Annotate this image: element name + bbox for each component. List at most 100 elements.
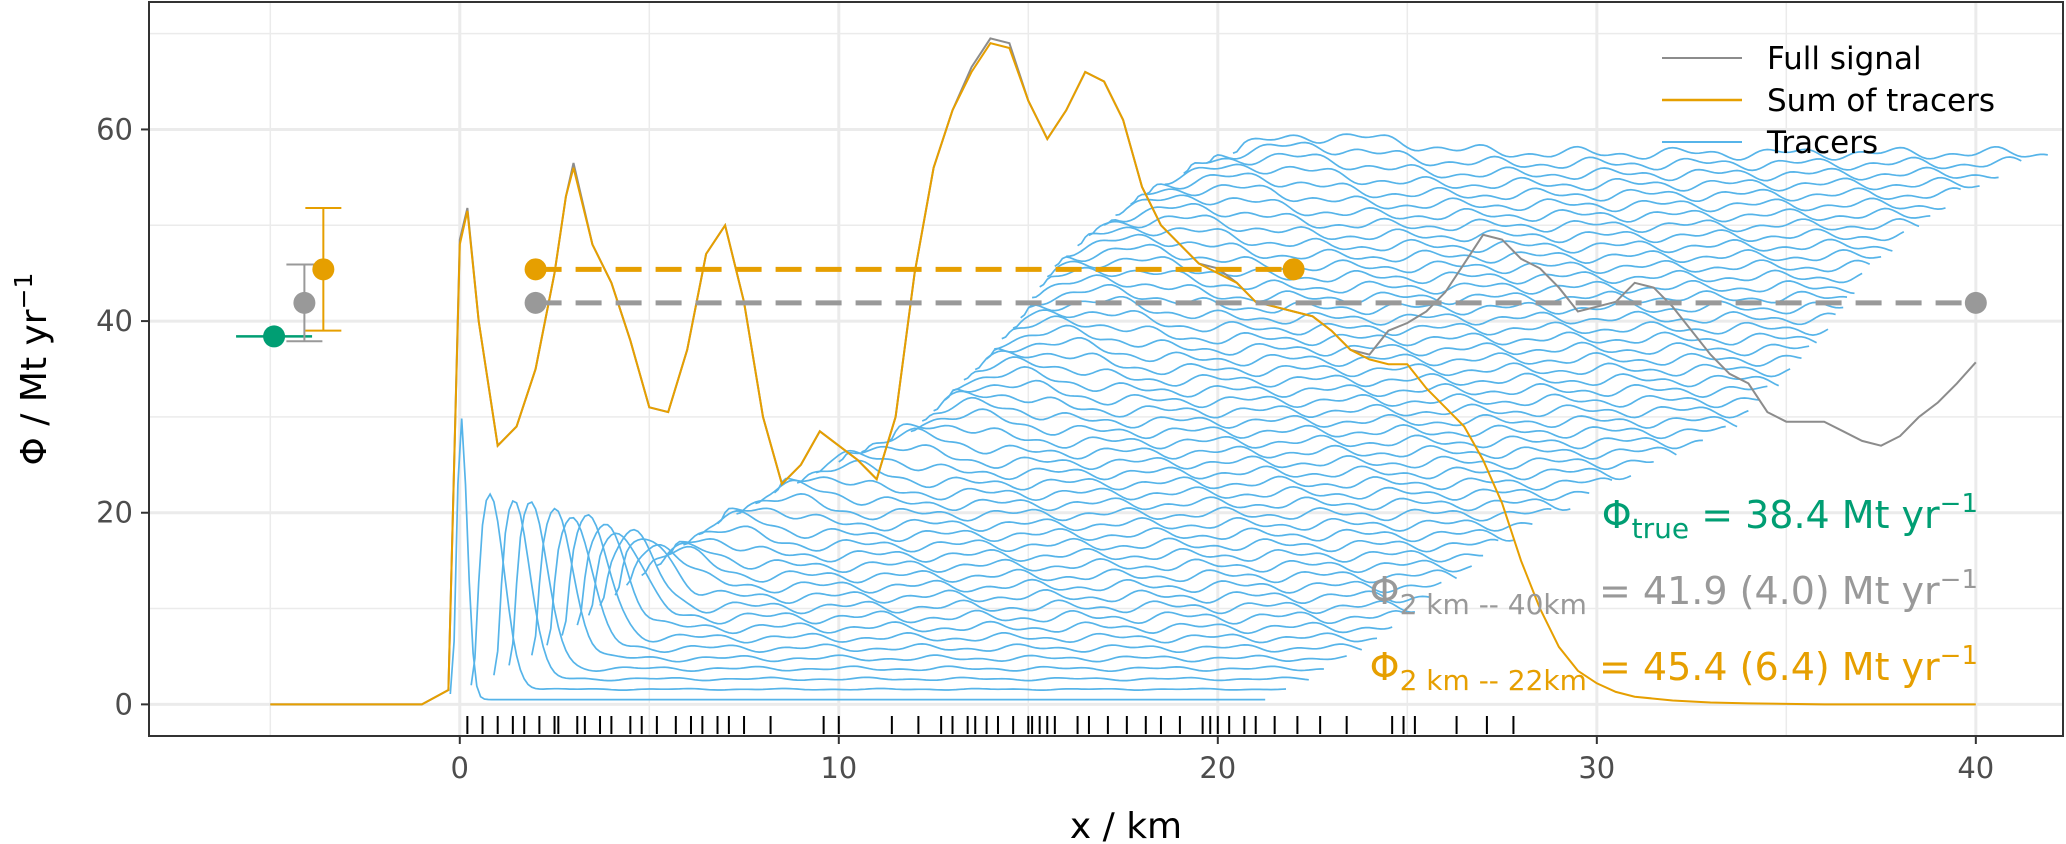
tracer-line bbox=[1066, 233, 1882, 264]
legend: Full signal Sum of tracers Tracers bbox=[1662, 41, 1995, 161]
error-bar-point bbox=[263, 325, 286, 348]
legend-label-full-signal: Full signal bbox=[1767, 41, 1922, 77]
tracer-line bbox=[493, 499, 1309, 682]
tracer-line bbox=[1130, 184, 1946, 213]
tracer-line bbox=[587, 532, 1404, 625]
tracer-line bbox=[1205, 141, 2022, 172]
x-axis: 0 10 20 30 40 bbox=[451, 736, 1994, 785]
tracer-line bbox=[1103, 202, 1920, 234]
annotation-symbol: Φ bbox=[1370, 569, 1400, 613]
tracer-line bbox=[952, 366, 1768, 398]
annotation-superscript: −1 bbox=[1940, 641, 1978, 671]
reference-lines bbox=[524, 258, 1987, 314]
tracer-line bbox=[1088, 214, 1905, 244]
x-tick-label: 20 bbox=[1199, 751, 1236, 785]
tracer-line bbox=[815, 449, 1632, 481]
tracer-line bbox=[974, 350, 1791, 378]
x-tick-label: 30 bbox=[1578, 751, 1615, 785]
annotation-subscript: true bbox=[1632, 512, 1689, 545]
error-bars bbox=[236, 207, 342, 348]
error-bar-point bbox=[312, 258, 335, 281]
y-tick-label: 20 bbox=[96, 496, 133, 530]
tracer-line bbox=[614, 538, 1431, 605]
tracer-line bbox=[736, 493, 1552, 522]
tracer-line bbox=[667, 538, 1484, 563]
tracer-line bbox=[1046, 256, 1863, 285]
tracer-line bbox=[656, 542, 1472, 574]
tracer-line bbox=[641, 545, 1458, 584]
annotation-phi-true: Φtrue = 38.4 Mt yr−1 bbox=[1602, 489, 1978, 545]
tracer-line bbox=[599, 528, 1415, 615]
annotation-phi-2-22km: Φ2 km -- 22km = 45.4 (6.4) Mt yr−1 bbox=[1370, 641, 1978, 697]
tracer-line bbox=[1020, 295, 1836, 326]
reference-point-start bbox=[524, 291, 547, 314]
tracer-line bbox=[755, 479, 1571, 512]
tracer-line bbox=[576, 523, 1393, 635]
tracer-line bbox=[449, 418, 1266, 701]
tracer-line bbox=[944, 379, 1760, 409]
tracer-line bbox=[1115, 194, 1931, 223]
reference-point-start bbox=[524, 258, 547, 281]
signal-lines bbox=[270, 37, 1977, 706]
y-tick-label: 60 bbox=[96, 112, 133, 146]
annotation-superscript: −1 bbox=[1940, 489, 1978, 519]
annotation-symbol: Φ bbox=[1370, 645, 1400, 689]
tracer-line bbox=[773, 476, 1590, 502]
tracer-line bbox=[963, 356, 1780, 388]
y-tick-label: 40 bbox=[96, 304, 133, 338]
tracer-lines bbox=[449, 133, 2048, 701]
tracer-line bbox=[921, 396, 1738, 429]
tracer-line bbox=[1031, 274, 1848, 306]
tracer-line bbox=[508, 500, 1324, 673]
rug-ticks bbox=[466, 716, 1515, 734]
tracer-line bbox=[910, 408, 1726, 440]
tracer-line bbox=[1012, 309, 1829, 337]
reference-point-end bbox=[1964, 291, 1987, 314]
tracer-line bbox=[986, 337, 1802, 368]
tracer-line bbox=[1164, 163, 1980, 192]
tracer-line bbox=[625, 543, 1442, 594]
x-axis-title: x / km bbox=[1070, 806, 1182, 844]
annotation-symbol: Φ bbox=[1602, 493, 1632, 537]
legend-label-sum-of-tracers: Sum of tracers bbox=[1767, 83, 1995, 119]
annotations: Φtrue = 38.4 Mt yr−1 Φ2 km -- 40km = 41.… bbox=[1370, 489, 1978, 697]
tracer-line bbox=[683, 525, 1499, 553]
annotation-value: = 38.4 Mt yr bbox=[1689, 493, 1940, 537]
tracer-line bbox=[1232, 133, 2048, 161]
tracer-line bbox=[994, 324, 1810, 357]
tracer-line bbox=[716, 507, 1533, 532]
tracer-line bbox=[470, 492, 1287, 691]
tracer-line bbox=[1001, 315, 1817, 347]
y-tick-label: 0 bbox=[115, 687, 133, 721]
tracer-line bbox=[530, 507, 1347, 663]
tracer-line bbox=[1077, 226, 1893, 254]
annotation-value: = 41.9 (4.0) Mt yr bbox=[1587, 569, 1940, 613]
x-tick-label: 10 bbox=[820, 751, 857, 785]
sum-of-tracers-line bbox=[270, 42, 1976, 706]
error-bar-point bbox=[293, 291, 316, 314]
panel-border bbox=[148, 1, 2064, 737]
tracer-line bbox=[796, 459, 1613, 491]
tracer-line bbox=[546, 516, 1363, 654]
tracer-line bbox=[887, 423, 1703, 450]
reference-point-end bbox=[1282, 258, 1305, 281]
y-axis-title: Φ / Mt yr−1 bbox=[9, 273, 55, 466]
tracer-line bbox=[861, 427, 1677, 460]
x-tick-label: 0 bbox=[451, 751, 469, 785]
tracer-line bbox=[698, 510, 1514, 543]
tracer-line bbox=[838, 444, 1654, 471]
tracer-line bbox=[1145, 172, 1961, 203]
x-tick-label: 40 bbox=[1957, 751, 1994, 785]
annotation-subscript: 2 km -- 40km bbox=[1400, 588, 1587, 621]
annotation-superscript: −1 bbox=[1940, 565, 1978, 595]
legend-label-tracers: Tracers bbox=[1766, 125, 1878, 161]
tracer-line bbox=[1183, 152, 1999, 182]
y-axis: 0 20 40 60 bbox=[96, 112, 149, 721]
annotation-subscript: 2 km -- 22km bbox=[1400, 664, 1587, 697]
tracer-line bbox=[933, 390, 1749, 419]
grid bbox=[149, 2, 2063, 736]
annotation-value: = 45.4 (6.4) Mt yr bbox=[1587, 645, 1940, 689]
annotation-phi-2-40km: Φ2 km -- 40km = 41.9 (4.0) Mt yr−1 bbox=[1370, 565, 1978, 621]
tracer-line bbox=[561, 513, 1378, 644]
